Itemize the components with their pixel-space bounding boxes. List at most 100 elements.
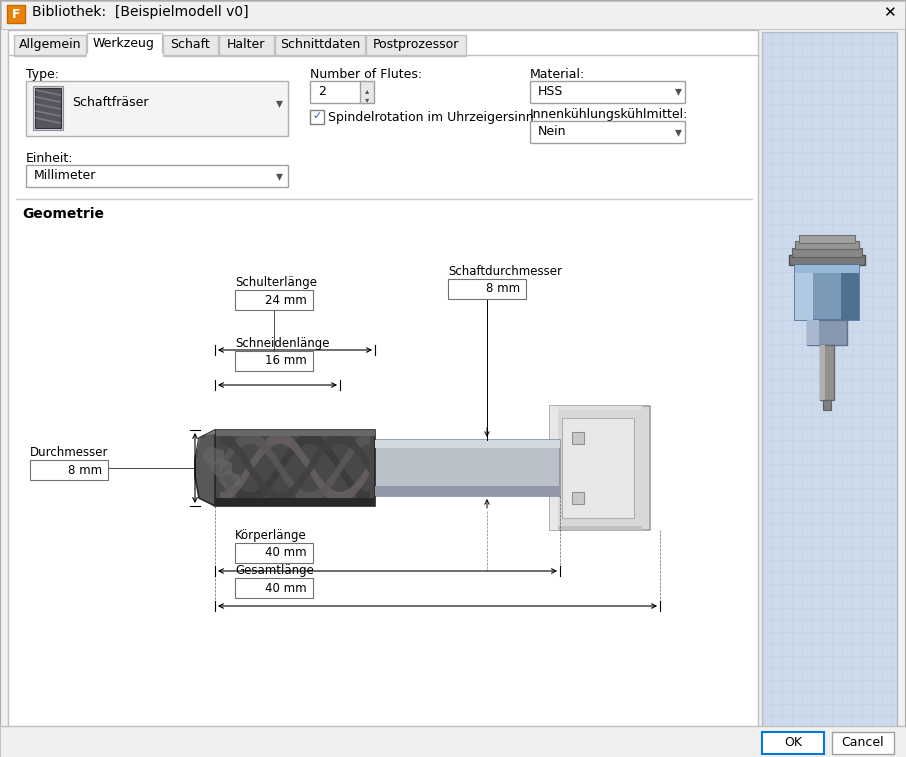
Text: Cancel: Cancel — [842, 737, 884, 749]
Bar — [33, 86, 63, 130]
Text: ▾: ▾ — [275, 96, 283, 110]
Text: Geometrie: Geometrie — [22, 207, 104, 221]
Bar — [235, 578, 313, 598]
Polygon shape — [202, 446, 224, 466]
Bar — [795, 265, 813, 320]
Text: Bibliothek:  [Beispielmodell v0]: Bibliothek: [Beispielmodell v0] — [32, 5, 248, 19]
Bar — [1, 1, 905, 29]
Bar — [841, 265, 859, 320]
Bar — [275, 35, 365, 56]
Text: 24 mm: 24 mm — [265, 294, 307, 307]
Bar — [35, 88, 61, 128]
Text: Number of Flutes:: Number of Flutes: — [310, 68, 422, 81]
Bar — [375, 486, 560, 496]
Bar — [0, 726, 906, 757]
Text: ▴: ▴ — [365, 86, 369, 95]
Bar — [530, 81, 685, 103]
Bar — [448, 279, 526, 299]
Polygon shape — [195, 430, 215, 460]
Bar — [799, 235, 855, 243]
Text: F: F — [12, 8, 20, 20]
Bar — [30, 460, 108, 480]
Bar — [310, 81, 365, 103]
Text: OK: OK — [784, 737, 802, 749]
Bar — [8, 30, 758, 728]
Bar — [530, 121, 685, 143]
Polygon shape — [220, 432, 370, 504]
Bar — [807, 320, 819, 345]
Text: Halter: Halter — [226, 38, 265, 51]
Bar — [572, 432, 584, 444]
Bar — [215, 498, 375, 506]
Text: ✕: ✕ — [882, 5, 895, 20]
Bar — [375, 440, 560, 496]
Bar — [366, 35, 466, 56]
Bar — [26, 165, 288, 187]
Bar — [235, 543, 313, 563]
Text: Körperlänge: Körperlänge — [235, 529, 307, 542]
Bar — [215, 430, 375, 506]
Text: 40 mm: 40 mm — [265, 581, 307, 594]
Text: HSS: HSS — [538, 85, 564, 98]
Bar — [762, 732, 824, 754]
Text: 8 mm: 8 mm — [68, 463, 102, 476]
Polygon shape — [210, 458, 232, 478]
Polygon shape — [218, 470, 240, 490]
Bar — [762, 32, 897, 727]
Text: 8 mm: 8 mm — [486, 282, 520, 295]
Bar — [558, 526, 642, 530]
Polygon shape — [195, 430, 215, 506]
Bar — [795, 265, 859, 320]
Text: Allgemein: Allgemein — [19, 38, 82, 51]
Text: Schaftdurchmesser: Schaftdurchmesser — [448, 265, 562, 278]
Bar — [7, 5, 25, 23]
Bar — [832, 732, 894, 754]
Text: Durchmesser: Durchmesser — [30, 446, 109, 459]
Bar — [562, 418, 634, 518]
Bar — [235, 290, 313, 310]
Text: Schulterlänge: Schulterlänge — [235, 276, 317, 289]
Text: Nein: Nein — [538, 125, 566, 138]
Text: Innenkühlungskühlmittel:: Innenkühlungskühlmittel: — [530, 108, 689, 121]
Bar — [550, 406, 650, 530]
Bar — [163, 35, 218, 56]
Bar — [87, 33, 162, 56]
Text: Millimeter: Millimeter — [34, 169, 96, 182]
Text: Spindelrotation im Uhrzeigersinn: Spindelrotation im Uhrzeigersinn — [328, 111, 534, 124]
Bar — [26, 81, 288, 136]
Text: 16 mm: 16 mm — [265, 354, 307, 367]
Text: ▾: ▾ — [275, 169, 283, 183]
Bar — [789, 255, 865, 265]
Bar — [572, 492, 584, 504]
Polygon shape — [220, 432, 370, 504]
Bar — [823, 400, 831, 410]
Text: ✓: ✓ — [313, 111, 322, 121]
Text: Schneidenlänge: Schneidenlänge — [235, 337, 330, 350]
Bar — [375, 440, 560, 448]
Bar — [820, 345, 825, 400]
Text: Werkzeug: Werkzeug — [93, 37, 155, 50]
Bar — [88, 55, 161, 58]
Text: ▾: ▾ — [365, 95, 369, 104]
Text: 2: 2 — [318, 85, 326, 98]
Bar — [807, 320, 847, 345]
Text: 40 mm: 40 mm — [265, 547, 307, 559]
Bar — [550, 406, 558, 530]
Polygon shape — [220, 432, 370, 504]
Bar — [795, 241, 859, 249]
Bar — [14, 35, 86, 56]
Text: Type:: Type: — [26, 68, 59, 81]
Text: ▾: ▾ — [674, 125, 681, 139]
Text: Schaft: Schaft — [170, 38, 210, 51]
Text: Postprozessor: Postprozessor — [372, 38, 459, 51]
Bar — [215, 430, 375, 436]
Bar — [820, 345, 834, 400]
Text: Schaftfräser: Schaftfräser — [72, 96, 149, 110]
Text: Material:: Material: — [530, 68, 585, 81]
Bar — [235, 351, 313, 371]
Bar — [310, 110, 324, 124]
Text: ▾: ▾ — [674, 84, 681, 98]
Bar — [219, 35, 274, 56]
Text: Gesamtlänge: Gesamtlänge — [235, 564, 313, 577]
Polygon shape — [220, 432, 370, 504]
